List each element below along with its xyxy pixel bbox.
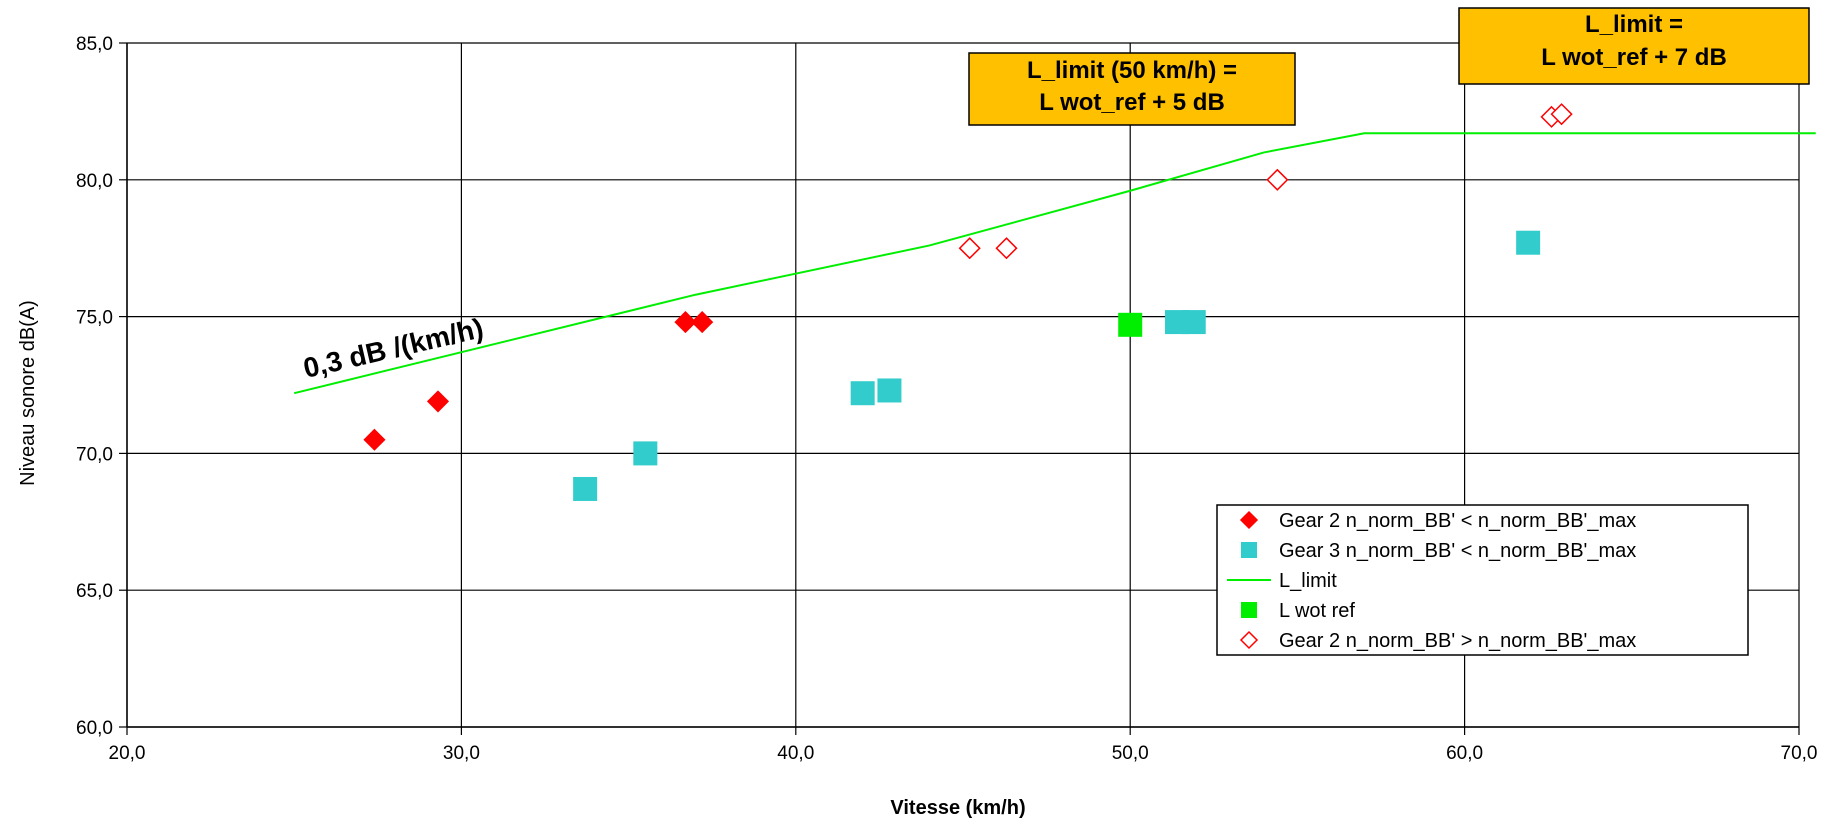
data-point (674, 311, 697, 334)
data-point (958, 237, 981, 260)
series (573, 230, 1541, 501)
legend-symbol (1239, 510, 1259, 530)
legend-label: Gear 2 n_norm_BB' > n_norm_BB'_max (1279, 630, 1636, 652)
data-point (1516, 230, 1541, 255)
tick-labels: 60,0 65,0 70,0 75,0 80,0 85,0 20,0 30,0 40,0 50,0… (76, 34, 1817, 764)
series (1118, 312, 1143, 337)
x-tick-label: 60,0 (1446, 743, 1483, 764)
x-axis-title: Vitesse (km/h) (890, 797, 1025, 818)
annotation-box-high-speed: L_limit = L wot_ref + 7 dB (1458, 7, 1810, 85)
x-tick-label: 20,0 (109, 743, 146, 764)
slope-annotation: 0,3 dB /(km/h) (300, 312, 486, 384)
legend: Gear 2 n_norm_BB' < n_norm_BB'_max Gear 3… (1216, 504, 1749, 656)
data-point (850, 381, 875, 406)
data-point (1266, 168, 1289, 191)
y-tick-label: 80,0 (76, 171, 113, 192)
annotation-box-high-speed-bg (1458, 7, 1810, 85)
legend-label: Gear 2 n_norm_BB' < n_norm_BB'_max (1279, 510, 1636, 532)
annotation-box-50kmh-bg (968, 52, 1296, 126)
x-tick-label: 40,0 (777, 743, 814, 764)
y-tick-label: 75,0 (76, 308, 113, 329)
y-tick-label: 65,0 (76, 581, 113, 602)
x-tick-label: 30,0 (443, 743, 480, 764)
legend-symbol (1239, 630, 1259, 650)
legend-label: L wot ref (1279, 600, 1355, 622)
data-point (1181, 310, 1206, 335)
annotation-box-high-speed-line1: L_limit = (1585, 11, 1683, 38)
grid (119, 42, 1800, 735)
data-point (426, 390, 450, 413)
data-point (995, 237, 1018, 260)
annotation-box-50kmh-line2: L wot_ref + 5 dB (1039, 89, 1225, 116)
y-tick-label: 60,0 (76, 718, 113, 739)
data-point (1118, 312, 1143, 337)
data-point (363, 428, 386, 451)
legend-label: L_limit (1279, 570, 1337, 592)
series (958, 103, 1573, 260)
x-tick-label: 50,0 (1112, 743, 1149, 764)
annotation-box-50kmh-line1: L_limit (50 km/h) = (1027, 57, 1237, 84)
annotation-box-high-speed-line2: L wot_ref + 7 dB (1541, 44, 1727, 71)
y-tick-label: 70,0 (76, 444, 113, 465)
y-axis-title: Niveau sonore dB(A) (17, 300, 39, 486)
y-tick-label: 85,0 (76, 34, 113, 55)
legend-label: Gear 3 n_norm_BB' < n_norm_BB'_max (1279, 540, 1636, 562)
legend-box (1216, 504, 1749, 656)
data-point (877, 378, 902, 403)
legend-symbol (1241, 542, 1257, 558)
data-point (633, 441, 658, 466)
plot-series (293, 103, 1816, 501)
series-line (293, 132, 1816, 395)
annotation-box-50kmh: L_limit (50 km/h) = L wot_ref + 5 dB (968, 52, 1296, 126)
series (293, 132, 1816, 395)
series (363, 311, 714, 451)
x-tick-label: 70,0 (1781, 743, 1818, 764)
data-point (573, 476, 598, 501)
data-point (1550, 103, 1573, 126)
legend-symbol (1241, 602, 1257, 618)
data-point (691, 311, 714, 334)
